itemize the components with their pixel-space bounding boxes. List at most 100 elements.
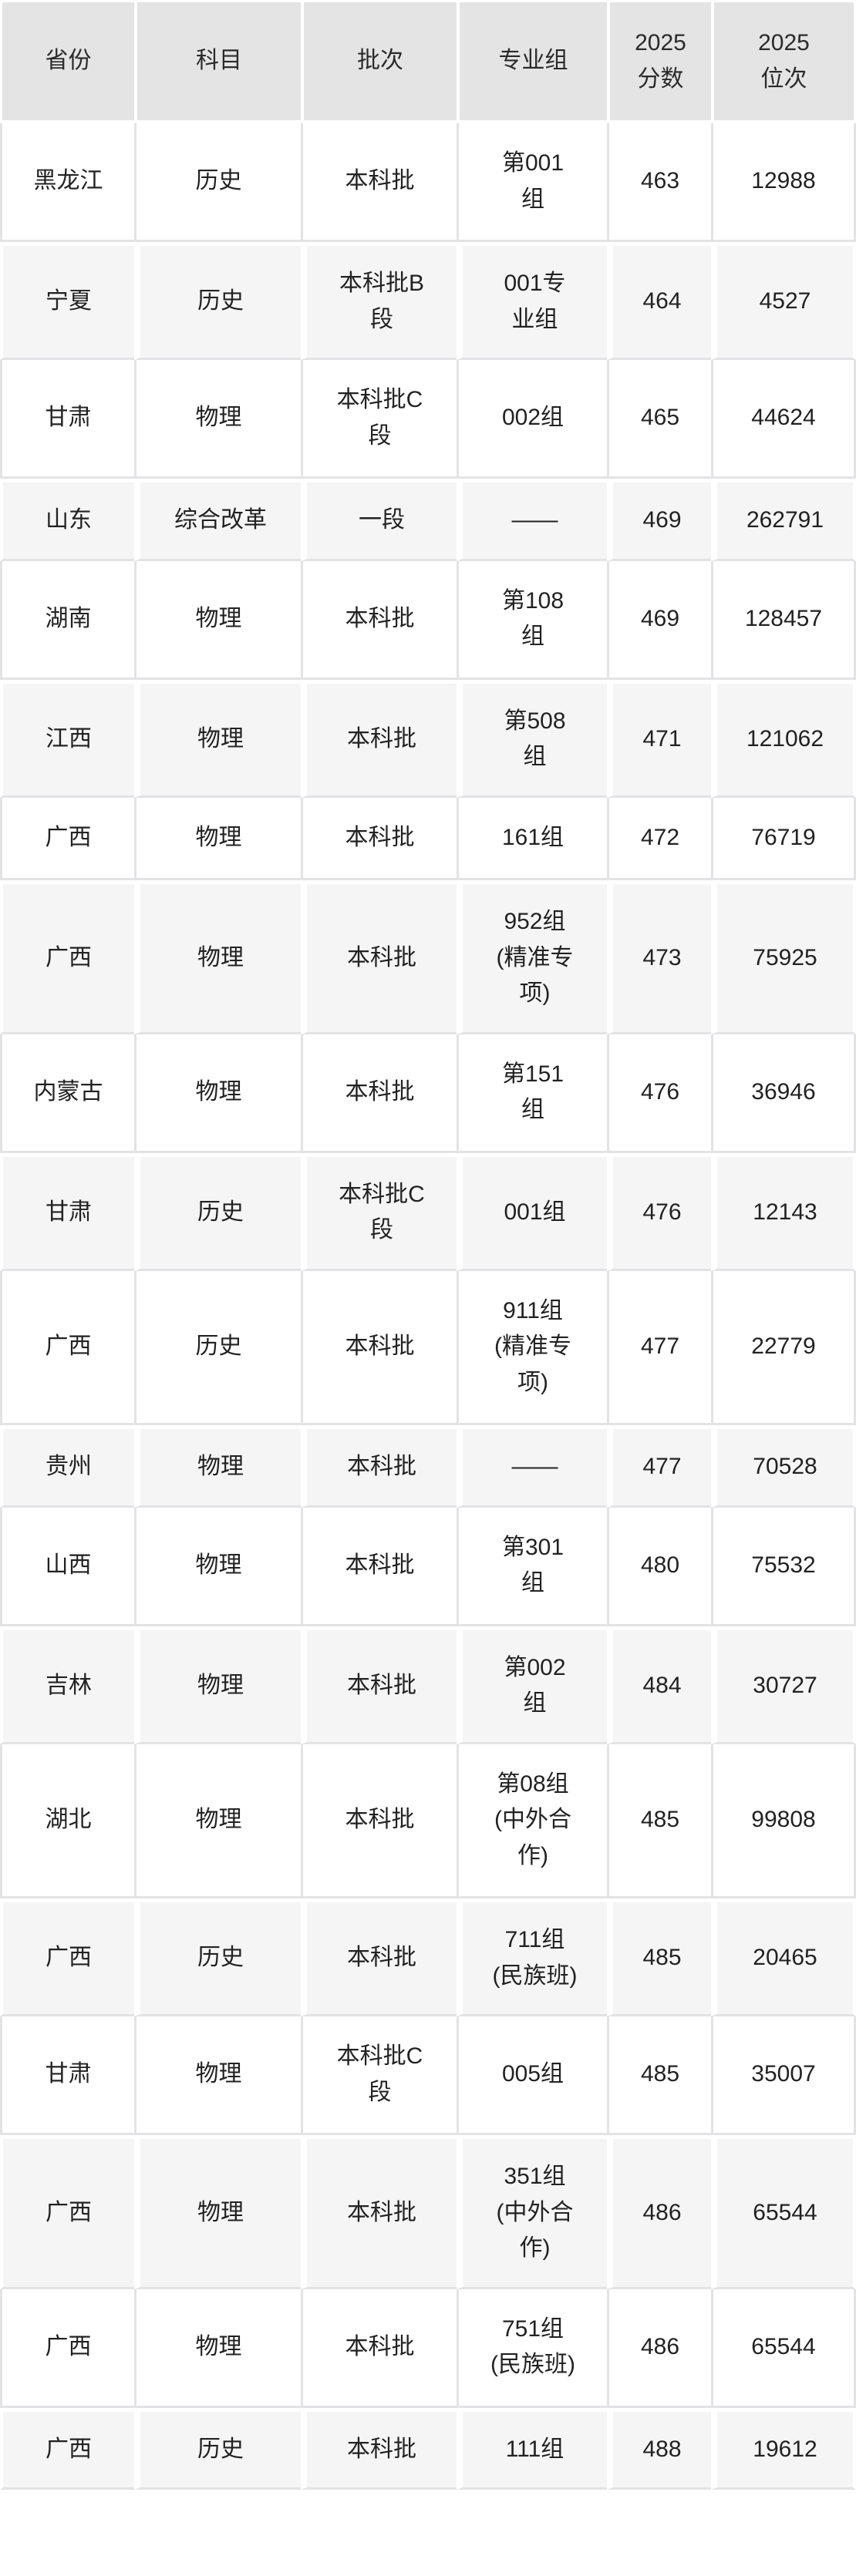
cell-group: 111组 bbox=[457, 2407, 607, 2490]
cell-group: 第08组 (中外合 作) bbox=[457, 1744, 607, 1898]
col-header-subject: 科目 bbox=[134, 0, 301, 123]
cell-subject: 物理 bbox=[134, 2016, 301, 2135]
cell-score: 488 bbox=[607, 2407, 711, 2490]
cell-rank: 4527 bbox=[711, 242, 856, 360]
cell-rank: 128457 bbox=[711, 560, 856, 680]
cell-province: 甘肃 bbox=[0, 2016, 134, 2135]
cell-rank: 75925 bbox=[711, 880, 856, 1034]
cell-province: 广西 bbox=[0, 1270, 134, 1425]
cell-group: 第151 组 bbox=[457, 1034, 607, 1153]
cell-batch: 本科批 bbox=[301, 2288, 457, 2408]
cell-subject: 物理 bbox=[134, 797, 301, 880]
table-row: 广西 历史 本科批 711组 (民族班) 485 20465 bbox=[0, 1898, 856, 2016]
cell-subject: 历史 bbox=[134, 123, 301, 242]
cell-subject: 历史 bbox=[134, 1152, 301, 1271]
cell-score: 463 bbox=[607, 123, 711, 242]
cell-batch: 本科批 bbox=[301, 797, 457, 880]
table-row: 宁夏 历史 本科批B 段 001专 业组 464 4527 bbox=[0, 242, 856, 360]
cell-province: 广西 bbox=[0, 2135, 134, 2289]
cell-rank: 19612 bbox=[711, 2407, 856, 2490]
cell-subject: 综合改革 bbox=[134, 479, 301, 561]
cell-score: 472 bbox=[607, 797, 711, 880]
cell-batch: 本科批 bbox=[301, 679, 457, 798]
table-row: 江西 物理 本科批 第508 组 471 121062 bbox=[0, 679, 856, 798]
cell-subject: 历史 bbox=[134, 1270, 301, 1425]
table-row: 甘肃 历史 本科批C 段 001组 476 12143 bbox=[0, 1152, 856, 1271]
cell-batch: 本科批 bbox=[301, 1744, 457, 1898]
cell-province: 广西 bbox=[0, 880, 134, 1034]
cell-province: 甘肃 bbox=[0, 360, 134, 479]
cell-province: 内蒙古 bbox=[0, 1034, 134, 1153]
cell-province: 湖南 bbox=[0, 560, 134, 680]
cell-rank: 76719 bbox=[711, 797, 856, 880]
header-row: 省份 科目 批次 专业组 2025 分数 2025 位次 bbox=[0, 0, 856, 123]
cell-province: 吉林 bbox=[0, 1626, 134, 1744]
cell-group: 161组 bbox=[457, 797, 607, 880]
cell-province: 广西 bbox=[0, 1898, 134, 2016]
cell-subject: 物理 bbox=[134, 1626, 301, 1744]
cell-subject: 物理 bbox=[134, 1744, 301, 1898]
cell-rank: 65544 bbox=[711, 2135, 856, 2289]
cell-subject: 物理 bbox=[134, 2135, 301, 2289]
table-row: 甘肃 物理 本科批C 段 005组 485 35007 bbox=[0, 2016, 856, 2135]
cell-rank: 22779 bbox=[711, 1270, 856, 1425]
cell-rank: 65544 bbox=[711, 2288, 856, 2408]
col-header-group: 专业组 bbox=[457, 0, 607, 123]
cell-province: 广西 bbox=[0, 797, 134, 880]
cell-rank: 44624 bbox=[711, 360, 856, 479]
col-header-batch: 批次 bbox=[301, 0, 457, 123]
cell-batch: 本科批 bbox=[301, 2135, 457, 2289]
cell-subject: 物理 bbox=[134, 679, 301, 798]
cell-score: 469 bbox=[607, 560, 711, 680]
table-row: 贵州 物理 本科批 —— 477 70528 bbox=[0, 1425, 856, 1508]
cell-subject: 历史 bbox=[134, 242, 301, 360]
cell-batch: 本科批 bbox=[301, 1425, 457, 1508]
cell-batch: 本科批B 段 bbox=[301, 242, 457, 360]
cell-batch: 本科批 bbox=[301, 1034, 457, 1153]
cell-batch: 本科批 bbox=[301, 560, 457, 680]
cell-batch: 本科批 bbox=[301, 1507, 457, 1626]
admission-score-table: 省份 科目 批次 专业组 2025 分数 2025 位次 黑龙江 历史 本科批 … bbox=[0, 0, 856, 2490]
table-row: 吉林 物理 本科批 第002 组 484 30727 bbox=[0, 1626, 856, 1744]
cell-score: 465 bbox=[607, 360, 711, 479]
cell-score: 485 bbox=[607, 2016, 711, 2135]
cell-group: 第301 组 bbox=[457, 1507, 607, 1626]
cell-province: 湖北 bbox=[0, 1744, 134, 1898]
cell-group: 第508 组 bbox=[457, 679, 607, 798]
cell-batch: 本科批 bbox=[301, 123, 457, 242]
cell-batch: 本科批 bbox=[301, 1898, 457, 2016]
cell-score: 485 bbox=[607, 1898, 711, 2016]
cell-group: 711组 (民族班) bbox=[457, 1898, 607, 2016]
table-row: 广西 物理 本科批 952组 (精准专 项) 473 75925 bbox=[0, 880, 856, 1034]
col-header-score-2025: 2025 分数 bbox=[607, 0, 711, 123]
cell-province: 宁夏 bbox=[0, 242, 134, 360]
table-row: 广西 历史 本科批 111组 488 19612 bbox=[0, 2407, 856, 2490]
cell-score: 469 bbox=[607, 479, 711, 561]
cell-subject: 物理 bbox=[134, 2288, 301, 2408]
cell-subject: 物理 bbox=[134, 1425, 301, 1508]
cell-score: 464 bbox=[607, 242, 711, 360]
cell-group: 第001 组 bbox=[457, 123, 607, 242]
cell-batch: 本科批C 段 bbox=[301, 2016, 457, 2135]
cell-group: 911组 (精准专 项) bbox=[457, 1270, 607, 1425]
table-row: 甘肃 物理 本科批C 段 002组 465 44624 bbox=[0, 360, 856, 479]
col-header-province: 省份 bbox=[0, 0, 134, 123]
cell-province: 广西 bbox=[0, 2407, 134, 2490]
cell-score: 486 bbox=[607, 2288, 711, 2408]
cell-score: 480 bbox=[607, 1507, 711, 1626]
cell-score: 477 bbox=[607, 1425, 711, 1508]
cell-province: 甘肃 bbox=[0, 1152, 134, 1271]
cell-group: 001专 业组 bbox=[457, 242, 607, 360]
cell-rank: 12988 bbox=[711, 123, 856, 242]
cell-batch: 本科批 bbox=[301, 1270, 457, 1425]
table-row: 湖北 物理 本科批 第08组 (中外合 作) 485 99808 bbox=[0, 1744, 856, 1898]
cell-rank: 262791 bbox=[711, 479, 856, 561]
cell-batch: 一段 bbox=[301, 479, 457, 561]
cell-rank: 70528 bbox=[711, 1425, 856, 1508]
table-row: 广西 物理 本科批 161组 472 76719 bbox=[0, 797, 856, 880]
cell-subject: 物理 bbox=[134, 360, 301, 479]
cell-group: 001组 bbox=[457, 1152, 607, 1271]
cell-score: 476 bbox=[607, 1152, 711, 1271]
cell-group: 952组 (精准专 项) bbox=[457, 880, 607, 1034]
cell-score: 477 bbox=[607, 1270, 711, 1425]
